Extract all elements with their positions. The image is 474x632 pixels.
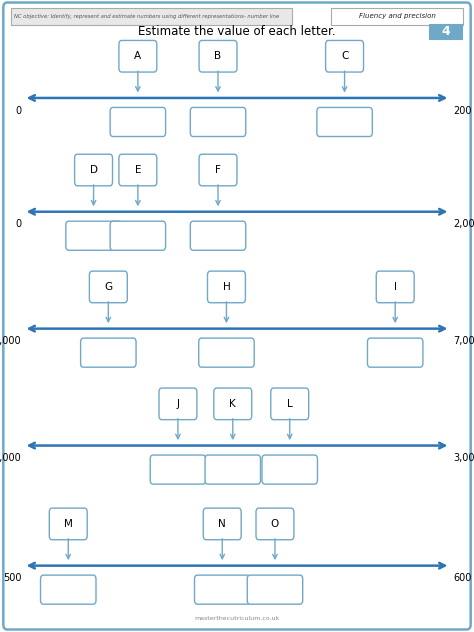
Text: F: F [215,165,221,175]
FancyBboxPatch shape [317,107,372,137]
Text: K: K [229,399,236,409]
Text: masterthecutriculum.co.uk: masterthecutriculum.co.uk [194,616,280,621]
Text: A: A [134,51,141,61]
FancyBboxPatch shape [110,107,165,137]
FancyBboxPatch shape [3,3,471,629]
FancyBboxPatch shape [247,575,303,604]
Text: 0: 0 [15,219,21,229]
Text: Fluency and precision: Fluency and precision [359,13,436,20]
FancyBboxPatch shape [190,221,246,250]
Text: 2,000: 2,000 [0,453,21,463]
FancyBboxPatch shape [119,154,157,186]
FancyBboxPatch shape [262,455,318,484]
FancyBboxPatch shape [74,154,112,186]
FancyBboxPatch shape [214,388,252,420]
FancyBboxPatch shape [271,388,309,420]
FancyBboxPatch shape [205,455,261,484]
Bar [429,24,462,39]
FancyBboxPatch shape [331,8,463,25]
FancyBboxPatch shape [49,508,87,540]
FancyBboxPatch shape [256,508,294,540]
FancyBboxPatch shape [119,40,157,72]
FancyBboxPatch shape [367,338,423,367]
FancyBboxPatch shape [40,575,96,604]
Text: 3,000: 3,000 [454,453,474,463]
Text: 200: 200 [454,106,472,116]
Text: N: N [219,519,226,529]
Text: 7,000: 7,000 [454,336,474,346]
FancyBboxPatch shape [199,338,254,367]
Text: J: J [176,399,180,409]
Text: 2,000: 2,000 [454,219,474,229]
FancyBboxPatch shape [81,338,136,367]
Text: C: C [341,51,348,61]
FancyBboxPatch shape [199,40,237,72]
FancyBboxPatch shape [11,8,292,25]
FancyBboxPatch shape [208,271,246,303]
Text: D: D [90,165,98,175]
Text: G: G [104,282,112,292]
Text: B: B [214,51,221,61]
Text: 0: 0 [15,106,21,116]
FancyBboxPatch shape [66,221,121,250]
FancyBboxPatch shape [90,271,128,303]
Text: H: H [223,282,230,292]
Text: L: L [287,399,292,409]
FancyBboxPatch shape [159,388,197,420]
Text: O: O [271,519,279,529]
FancyBboxPatch shape [194,575,250,604]
Text: NC objective: Identify, represent and estimate numbers using different represent: NC objective: Identify, represent and es… [14,14,280,19]
Text: Estimate the value of each letter.: Estimate the value of each letter. [138,25,336,38]
Text: 600: 600 [454,573,472,583]
FancyBboxPatch shape [203,508,241,540]
FancyBboxPatch shape [110,221,165,250]
FancyBboxPatch shape [326,40,364,72]
Text: I: I [394,282,397,292]
Text: E: E [135,165,141,175]
FancyBboxPatch shape [150,455,206,484]
Text: M: M [64,519,73,529]
FancyBboxPatch shape [376,271,414,303]
Text: 4: 4 [441,25,450,38]
Text: 500: 500 [3,573,21,583]
Text: 6,000: 6,000 [0,336,21,346]
FancyBboxPatch shape [199,154,237,186]
FancyBboxPatch shape [190,107,246,137]
